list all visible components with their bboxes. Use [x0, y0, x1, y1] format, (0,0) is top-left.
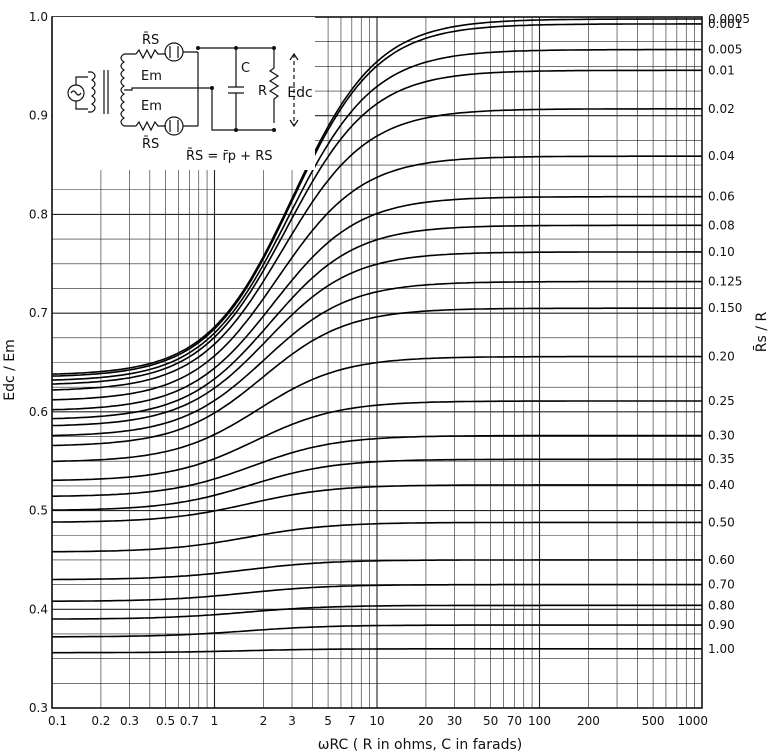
y-tick-label: 0.7	[29, 306, 48, 320]
y-tick-label: 0.8	[29, 207, 48, 221]
series-line-0.06	[51, 195, 702, 411]
series-label-0.40: 0.40	[708, 478, 735, 492]
x-tick-label: 1	[211, 714, 219, 728]
inset-label-rs-top: R̄S	[142, 33, 159, 48]
x-tick-label: 500	[642, 714, 665, 728]
series-line-0.70	[52, 583, 702, 602]
series-line-1.00	[52, 648, 702, 654]
x-tick-label: 1000	[677, 714, 708, 728]
series-line-0.005	[51, 48, 702, 381]
x-tick-label: 200	[577, 714, 600, 728]
series-line-0.90	[52, 624, 702, 638]
series-label-0.001: 0.001	[708, 17, 742, 31]
x-tick-label: 20	[418, 714, 433, 728]
inset-label-edc: Edc	[287, 85, 312, 101]
series-label-0.30: 0.30	[708, 429, 735, 443]
series-label-0.70: 0.70	[708, 578, 735, 592]
x-axis-label: ωRC ( R in ohms, C in farads)	[318, 737, 522, 753]
series-label-0.35: 0.35	[708, 452, 735, 466]
y-tick-label: 0.4	[29, 602, 48, 616]
inset-label-c: C	[241, 61, 250, 76]
transformer-secondary	[120, 53, 126, 127]
x-tick-label: 30	[447, 714, 462, 728]
y-tick-label: 0.9	[29, 109, 48, 123]
series-line-0.50	[52, 521, 702, 553]
x-tick-label: 0.7	[180, 714, 199, 728]
y-tick-label: 0.5	[29, 504, 48, 518]
series-label-0.04: 0.04	[708, 149, 735, 163]
series-label-0.125: 0.125	[708, 275, 742, 289]
series-line-0.80	[52, 604, 702, 620]
x-tick-label: 10	[369, 714, 384, 728]
capacitor-c	[228, 48, 244, 130]
resistor-r	[268, 48, 280, 123]
inset-label-rs-bottom: R̄S	[142, 137, 159, 152]
series-line-0.02	[51, 108, 702, 391]
lower-resistor	[135, 120, 166, 132]
x-tick-label: 0.2	[91, 714, 110, 728]
circuit-inset: R̄S Em Em R̄S C R Edc R̄S = r̄p + RS	[53, 17, 315, 170]
x-tick-label: 5	[324, 714, 332, 728]
series-line-0.35	[52, 458, 702, 511]
x-tick-label: 70	[507, 714, 522, 728]
inset-label-em-top: Em	[141, 69, 162, 84]
series-line-0.10	[51, 251, 702, 427]
transformer-primary	[90, 71, 96, 113]
x-tick-label: 2	[260, 714, 268, 728]
series-label-0.06: 0.06	[708, 190, 735, 204]
right-axis-label: R̄s / R	[752, 312, 770, 353]
series-label-0.005: 0.005	[708, 43, 742, 57]
series-line-0.001	[51, 23, 702, 377]
series-label-0.60: 0.60	[708, 553, 735, 567]
series-line-0.30	[52, 434, 702, 497]
x-tick-label: 0.3	[120, 714, 139, 728]
series-label-0.50: 0.50	[708, 515, 735, 529]
x-tick-labels: 0.1 0.2 0.3 0.5 0.7 1 2 3 5 7 10 20 30 50 70 100 200 500 1…	[48, 714, 708, 728]
x-tick-label: 100	[528, 714, 551, 728]
series-label-0.10: 0.10	[708, 245, 735, 259]
plot-border	[51, 16, 703, 709]
inset-label-em-bottom: Em	[141, 99, 162, 114]
y-tick-label: 1.0	[29, 10, 48, 24]
series-label-0.80: 0.80	[708, 598, 735, 612]
series-line-0.01	[51, 69, 702, 385]
series-label-0.08: 0.08	[708, 218, 735, 232]
x-tick-label: 3	[288, 714, 296, 728]
x-tick-label: 50	[483, 714, 498, 728]
series-label-0.02: 0.02	[708, 102, 735, 116]
curves	[51, 18, 702, 654]
series-label-0.90: 0.90	[708, 618, 735, 632]
series-label-0.0005: 0.0005	[708, 12, 750, 26]
series-line-0.0005	[51, 18, 702, 375]
y-axis-label: Edc / Em	[2, 339, 18, 401]
y-tick-label: 0.3	[29, 701, 48, 715]
series-line-0.20	[51, 355, 702, 463]
series-label-0.20: 0.20	[708, 350, 735, 364]
series-label-0.25: 0.25	[708, 394, 735, 408]
series-line-0.08	[51, 224, 702, 420]
x-tick-label: 0.5	[156, 714, 175, 728]
series-label-0.01: 0.01	[708, 63, 735, 77]
inset-label-r: R	[258, 84, 267, 99]
series-label-0.150: 0.150	[708, 301, 742, 315]
series-line-0.40	[51, 484, 702, 523]
series-line-0.60	[52, 559, 702, 581]
series-line-0.150	[51, 307, 702, 447]
inset-formula: R̄S = r̄p + RS	[186, 149, 272, 164]
inset-background	[53, 17, 315, 170]
series-line-0.04	[51, 155, 702, 401]
y-tick-label: 0.6	[29, 405, 48, 419]
upper-resistor	[135, 48, 166, 60]
x-tick-label: 7	[348, 714, 356, 728]
series-line-0.125	[51, 280, 702, 437]
series-line-0.25	[51, 400, 702, 482]
x-tick-label: 0.1	[48, 714, 67, 728]
y-tick-labels: 0.3 0.4 0.5 0.6 0.7 0.8 0.9 1.0	[29, 10, 48, 715]
series-label-1.00: 1.00	[708, 642, 735, 656]
plot-frame	[51, 16, 703, 709]
